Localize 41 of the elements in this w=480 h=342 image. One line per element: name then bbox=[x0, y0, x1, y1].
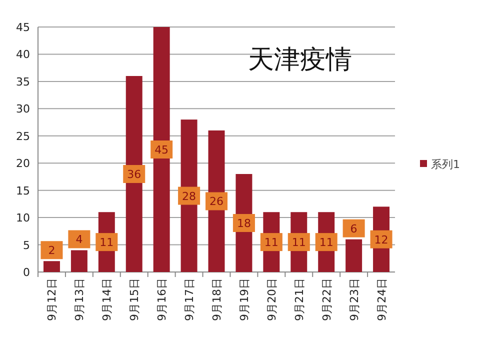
data-label: 18 bbox=[236, 217, 251, 230]
text: 天津疫情 bbox=[248, 45, 352, 75]
data-label: 12 bbox=[374, 233, 388, 246]
x-tick-label: 9月17日 bbox=[183, 278, 196, 321]
y-tick-label: 30 bbox=[16, 102, 30, 116]
bar bbox=[70, 250, 88, 272]
data-label: 45 bbox=[154, 144, 169, 156]
bar bbox=[346, 239, 362, 272]
data-label: 11 bbox=[319, 236, 334, 250]
x-tick-label: 9月22日 bbox=[320, 278, 334, 321]
x-tick-label: 9月21日 bbox=[292, 278, 306, 321]
y-tick-label: 10 bbox=[16, 212, 30, 225]
bar bbox=[43, 261, 60, 272]
y-tick-label: 20 bbox=[16, 157, 30, 170]
x-tick-label: 9月19日 bbox=[238, 278, 251, 321]
x-tick-label: 9月18日 bbox=[210, 278, 224, 321]
x-tick-label: 9月12日 bbox=[46, 278, 59, 321]
legend-label: 系列1 bbox=[431, 158, 460, 171]
y-tick-label: 25 bbox=[16, 130, 30, 143]
data-label: 26 bbox=[210, 195, 224, 208]
y-tick-label: 40 bbox=[16, 48, 30, 62]
y-tick-label: 5 bbox=[23, 238, 30, 252]
data-label: 4 bbox=[76, 233, 83, 246]
data-label: 36 bbox=[127, 168, 142, 181]
y-tick-label: 35 bbox=[16, 75, 30, 88]
x-tick-label: 9月15日 bbox=[128, 278, 142, 321]
x-tick-label: 9月13日 bbox=[73, 278, 86, 321]
data-label: 6 bbox=[350, 222, 358, 236]
x-tick-label: 9月20日 bbox=[265, 278, 278, 321]
data-label: 28 bbox=[182, 190, 196, 203]
data-label: 11 bbox=[100, 236, 114, 250]
x-tick-label: 9月16日 bbox=[156, 278, 169, 321]
y-tick-label: 45 bbox=[16, 21, 30, 34]
y-tick-label: 15 bbox=[16, 184, 30, 198]
x-tick-label: 9月24日 bbox=[375, 278, 388, 321]
x-tick-label: 9月23日 bbox=[348, 278, 361, 321]
data-label: 11 bbox=[292, 236, 306, 250]
data-label: 11 bbox=[264, 236, 278, 250]
x-tick-label: 9月14日 bbox=[100, 278, 114, 321]
y-tick-label: 0 bbox=[23, 266, 30, 279]
data-label: 2 bbox=[48, 244, 56, 258]
